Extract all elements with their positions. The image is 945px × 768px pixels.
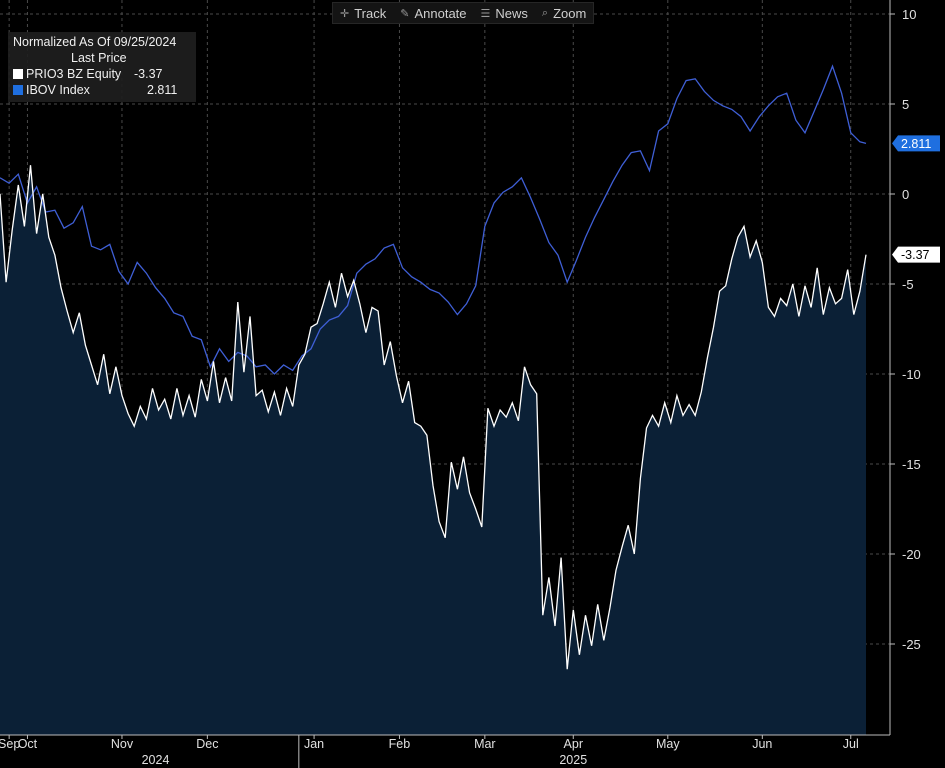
y-axis: 10 5 0 -5 -10 -15 -20 -25 <box>889 0 921 735</box>
prio3-last-tag: -3.37 <box>892 246 940 263</box>
legend-swatch-prio3 <box>13 69 23 79</box>
chart-toolbar: ✛ Track ✎ Annotate ☰ News ⌕ Zoom <box>332 2 595 24</box>
ibov-line <box>0 64 867 375</box>
y-tick-label: -10 <box>902 367 921 382</box>
x-tick-label: Jul <box>843 737 859 751</box>
legend-name-prio3: PRIO3 BZ Equity <box>26 67 122 81</box>
x-tick-label: Sep <box>0 737 20 751</box>
zoom-label: Zoom <box>553 5 587 21</box>
legend-subtitle: Last Price <box>71 51 127 65</box>
annotate-label: Annotate <box>414 5 467 21</box>
news-button[interactable]: ☰ News <box>474 3 535 23</box>
y-tick-label: 0 <box>902 187 909 202</box>
x-tick-label: Jan <box>304 737 324 751</box>
x-tick-label: Apr <box>564 737 583 751</box>
legend-entry-prio3[interactable]: PRIO3 BZ Equity <box>13 67 121 81</box>
legend-value-ibov: 2.811 <box>147 83 178 97</box>
legend-name-ibov: IBOV Index <box>26 83 90 97</box>
y-tick-label: 5 <box>902 97 909 112</box>
x-tick-label: Jun <box>752 737 772 751</box>
x-tick-label: Feb <box>389 737 411 751</box>
track-button[interactable]: ✛ Track <box>333 3 393 23</box>
prio3-area <box>0 165 866 735</box>
y-tick-label: -20 <box>902 547 921 562</box>
ibov-last-tag-box <box>892 135 940 152</box>
x-tick-label: Nov <box>111 737 134 751</box>
legend-swatch-ibov <box>13 85 23 95</box>
chart-legend: Normalized As Of 09/25/2024 Last Price P… <box>8 32 196 102</box>
crosshair-icon: ✛ <box>340 6 350 20</box>
legend-value-prio3: -3.37 <box>134 67 163 81</box>
y-tick-label: -5 <box>902 277 914 292</box>
x-tick-label: Oct <box>18 737 38 751</box>
news-icon: ☰ <box>480 6 491 20</box>
last-value-tags: 2.811 -3.37 <box>892 135 940 263</box>
prio3-last-tag-text: -3.37 <box>901 248 930 262</box>
ibov-last-tag: 2.811 <box>892 135 940 152</box>
legend-title: Normalized As Of 09/25/2024 <box>13 35 177 49</box>
track-label: Track <box>354 5 387 21</box>
x-year-label: 2024 <box>142 753 170 767</box>
annotate-button[interactable]: ✎ Annotate <box>393 3 473 23</box>
x-tick-label: May <box>656 737 680 751</box>
legend-entry-ibov[interactable]: IBOV Index <box>13 83 90 97</box>
y-tick-label: -25 <box>902 637 921 652</box>
y-tick-label: 10 <box>902 7 916 22</box>
ibov-last-tag-text: 2.811 <box>901 137 931 151</box>
news-label: News <box>495 5 528 21</box>
plot-area <box>0 64 867 735</box>
magnifier-icon: ⌕ <box>541 6 549 19</box>
prio3-line <box>0 165 867 670</box>
prio3-last-tag-box <box>892 246 940 263</box>
y-tick-label: -15 <box>902 457 921 472</box>
x-tick-label: Dec <box>196 737 218 751</box>
zoom-button[interactable]: ⌕ Zoom <box>535 3 593 23</box>
x-year-label: 2025 <box>559 753 587 767</box>
pencil-icon: ✎ <box>400 6 410 20</box>
x-tick-label: Mar <box>474 737 496 751</box>
